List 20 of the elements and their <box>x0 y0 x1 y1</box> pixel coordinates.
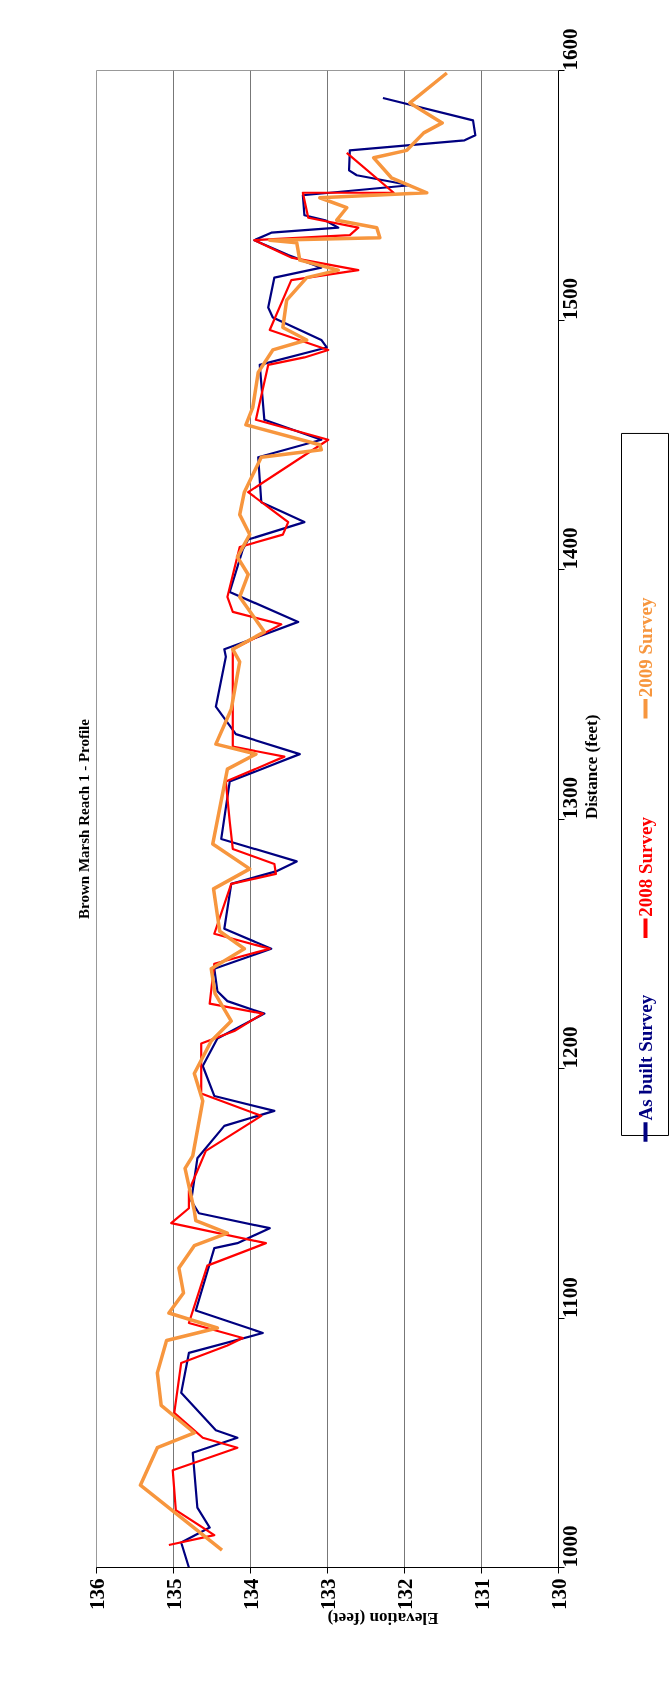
text: 2009 Survey <box>635 597 656 698</box>
text: Brown Marsh Reach 1 - Profile <box>75 718 92 919</box>
y-tick-label: 1300 <box>557 777 582 819</box>
x-tick-label: 136 <box>84 1578 109 1610</box>
y-tick-label: 1400 <box>557 527 582 570</box>
x-axis-title: Elevation (feet) <box>327 1608 439 1628</box>
text: As built Survey <box>635 994 656 1121</box>
x-tick-label: 134 <box>238 1578 263 1610</box>
x-tick-label: 133 <box>315 1578 340 1610</box>
x-tick-label: 130 <box>546 1578 571 1610</box>
text: 2008 Survey <box>635 816 656 917</box>
y-tick-label: 1200 <box>557 1026 582 1069</box>
y-tick-label: 1100 <box>557 1277 582 1318</box>
x-tick-label: 135 <box>161 1578 186 1610</box>
y-tick-label: 1600 <box>557 28 582 71</box>
y-tick-label: 1000 <box>557 1525 582 1568</box>
x-tick-label: 131 <box>469 1578 494 1610</box>
x-tick-label: 132 <box>392 1578 417 1610</box>
y-tick-label: 1500 <box>557 278 582 320</box>
y-axis-title: Distance (feet) <box>582 714 601 819</box>
